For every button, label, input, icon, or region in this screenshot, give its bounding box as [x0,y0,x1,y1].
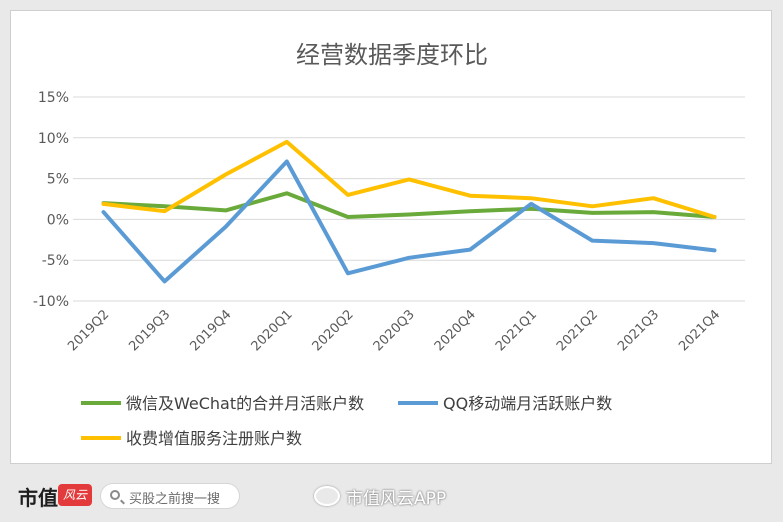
x-tick-label: 2021Q4 [676,307,723,354]
y-tick-label: 10% [38,131,69,147]
series-line-2 [101,159,717,284]
y-tick-labels: 15% 10% 5% 0% -5% -10% [33,90,69,310]
search-icon [110,490,120,500]
x-tick-label: 2020Q3 [371,307,418,354]
x-tick-label: 2020Q2 [310,307,357,354]
y-tick-label: -5% [42,253,69,269]
x-tick-label: 2021Q3 [615,307,662,354]
y-tick-label: -10% [33,294,69,310]
x-tick-labels: 2019Q2 2019Q3 2019Q4 2020Q1 2020Q2 2020Q3 2020… [65,307,723,354]
series-line-3 [101,139,717,219]
series-line-1 [101,191,717,219]
x-tick-label: 2019Q4 [187,307,234,354]
brand-logo-mark: 风云 [58,484,92,506]
line-chart: 经营数据季度环比 15%10%5%0%-5%-10% 2019Q2 2019Q3 2… [33,41,745,448]
y-tick-label: 0% [47,212,69,228]
chart-frame: 经营数据季度环比 15% 10% 5% 0% -5% -10% 2019Q2 2019Q3 2… [10,10,772,464]
legend-label: QQ移动端月活跃账户数 [443,394,612,413]
legend-label: 收费增值服务注册账户数 [126,429,302,448]
x-tick-label: 2020Q1 [249,307,296,354]
y-tick-label: 5% [47,172,69,188]
series-lines [101,139,717,284]
x-tick-label: 2019Q3 [126,307,173,354]
weibo-credit: 市值风云APP [346,489,447,509]
weibo-icon [314,486,340,506]
x-tick-label: 2021Q1 [493,307,540,354]
search-placeholder: 买股之前搜一搜 [129,492,221,507]
weibo-watermark: 市值风云APP [314,484,447,509]
y-tick-label: 15% [38,90,69,106]
x-tick-label: 2021Q2 [554,307,601,354]
footer-bar: 市值 风云 买股之前搜一搜 市值风云APP [0,474,783,522]
brand-logo-text: 市值 [18,486,58,510]
chart-title: 经营数据季度环比 [296,41,488,69]
x-tick-label: 2019Q2 [65,307,112,354]
x-tick-label: 2020Q4 [432,307,479,354]
legend-label: 微信及WeChat的合并月活账户数 [126,394,364,413]
search-box[interactable]: 买股之前搜一搜 [100,483,240,509]
